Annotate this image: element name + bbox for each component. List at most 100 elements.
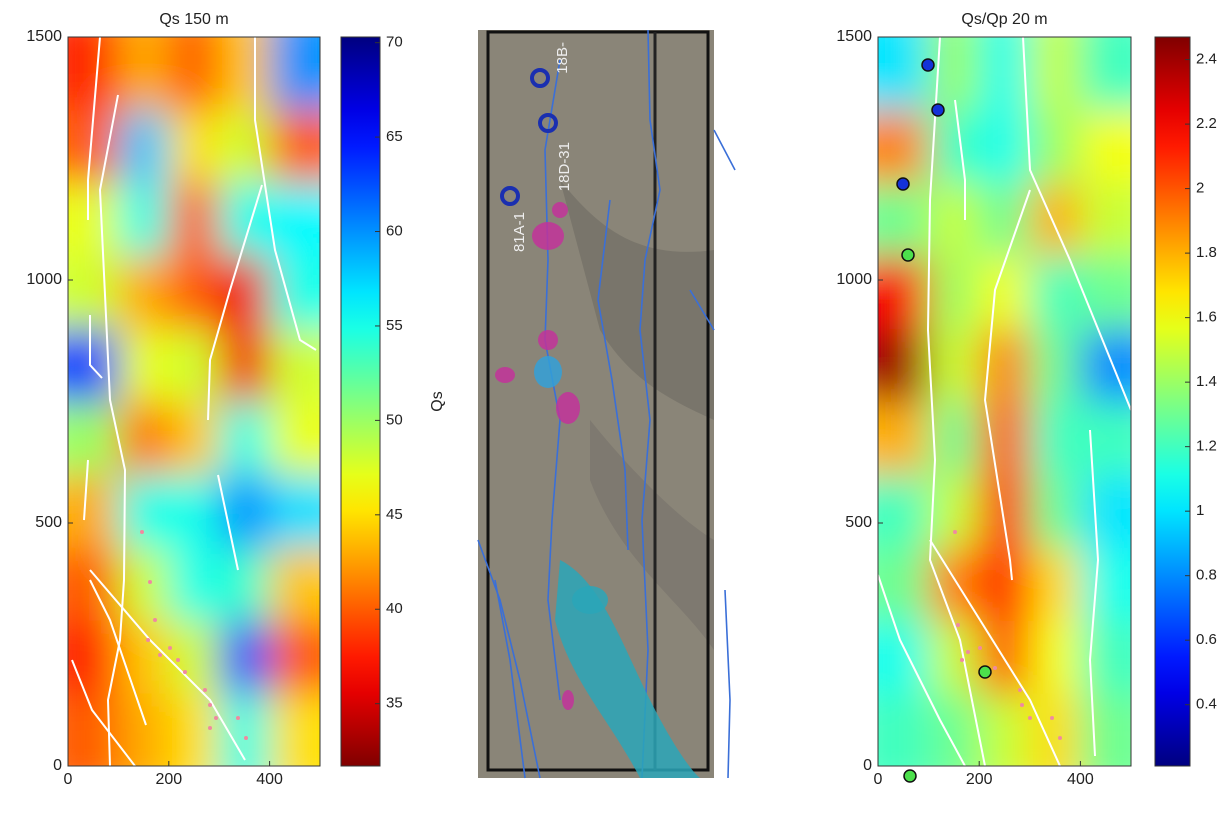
heatmap-cell: [270, 110, 351, 183]
heatmap-cell: [169, 547, 220, 620]
heatmap-cell: [848, 474, 929, 547]
heatmap-cell: [219, 474, 270, 547]
heatmap-cell: [979, 474, 1030, 547]
heatmap-cell: [1080, 547, 1161, 620]
heatmap-cell: [848, 110, 929, 183]
heatmap-cell: [38, 402, 119, 475]
heatmap-cell: [848, 547, 929, 620]
heatmap-cell: [270, 620, 351, 693]
colorbar-tick-label: 1.6: [1196, 309, 1217, 326]
colorbar-tick-label: 45: [386, 506, 403, 523]
colorbar-label: Qs: [429, 391, 446, 411]
heatmap-cell: [219, 547, 270, 620]
heatmap-cell: [270, 402, 351, 475]
colorbar-tick-label: 0.8: [1196, 567, 1217, 584]
y-tick-label: 500: [845, 514, 872, 531]
heatmap-cell: [169, 402, 220, 475]
heatmap-cell: [848, 620, 929, 693]
y-tick-label: 0: [53, 757, 62, 774]
heatmap-cell: [1030, 329, 1081, 402]
colorbar-tick-label: 2: [1196, 180, 1204, 197]
heatmap-cell: [270, 7, 351, 110]
x-tick-label: 200: [155, 771, 182, 788]
heatmap-cell: [929, 402, 980, 475]
colorbar-tick-label: 1.2: [1196, 438, 1217, 455]
heatmap-cell: [38, 474, 119, 547]
heatmap-cell: [118, 256, 169, 329]
colorbar-tick-label: 65: [386, 128, 403, 145]
heatmap-cell: [848, 183, 929, 256]
colorbar-tick-label: 50: [386, 411, 403, 428]
heatmap-cell: [1030, 183, 1081, 256]
heatmap-cell: [979, 329, 1030, 402]
y-tick-label: 1000: [26, 271, 62, 288]
y-tick-label: 0: [863, 757, 872, 774]
x-tick-label: 0: [64, 771, 73, 788]
heatmap-cell: [169, 620, 220, 693]
heatmap-cell: [848, 693, 929, 796]
heatmap-cell: [1080, 7, 1161, 110]
colorbar-tick-label: 60: [386, 222, 403, 239]
colorbar-tick-label: 1.4: [1196, 373, 1217, 390]
x-tick-label: 400: [256, 771, 283, 788]
heatmap-cell: [979, 256, 1030, 329]
colorbar-tick-label: 70: [386, 34, 403, 51]
heatmap-cell: [219, 329, 270, 402]
y-tick-label: 1500: [836, 28, 872, 45]
heatmap-cell: [929, 620, 980, 693]
x-tick-label: 200: [966, 771, 993, 788]
heatmap-cell: [270, 183, 351, 256]
colorbar-tick-label: 55: [386, 317, 403, 334]
heatmap-cell: [118, 402, 169, 475]
heatmap-cell: [1080, 110, 1161, 183]
heatmap-cell: [219, 620, 270, 693]
colorbar-tick-label: 1: [1196, 502, 1204, 519]
heatmap-cell: [38, 693, 119, 796]
heatmap-cell: [929, 474, 980, 547]
x-tick-label: 400: [1067, 771, 1094, 788]
heatmap-cell: [219, 256, 270, 329]
heatmap-cell: [38, 547, 119, 620]
heatmap-cell: [118, 620, 169, 693]
heatmap-cell: [848, 256, 929, 329]
heatmap-cell: [169, 256, 220, 329]
heatmap-cell: [270, 256, 351, 329]
y-tick-label: 1500: [26, 28, 62, 45]
chart-title: Qs/Qp 20 m: [961, 11, 1047, 28]
x-tick-label: 0: [874, 771, 883, 788]
colorbar-tick-label: 2.4: [1196, 51, 1217, 68]
heatmap-cell: [929, 547, 980, 620]
heatmap-cell: [169, 110, 220, 183]
well-label: 18D-31: [556, 142, 573, 191]
heatmap-cell: [169, 183, 220, 256]
satellite-image: 18B- 18D-31 81A-1: [478, 30, 735, 778]
heatmap-cell: [169, 474, 220, 547]
colorbar-tick-label: 35: [386, 695, 403, 712]
heatmap-cell: [38, 7, 119, 110]
colorbar: [341, 37, 380, 766]
heatmap-cell: [38, 110, 119, 183]
heatmap-cell: [1030, 620, 1081, 693]
heatmap-cell: [929, 183, 980, 256]
heatmap-cell: [1030, 474, 1081, 547]
heatmap-cell: [848, 7, 929, 110]
colorbar-tick-label: 2.2: [1196, 115, 1217, 132]
heatmap-cell: [118, 183, 169, 256]
heatmap-cell: [979, 183, 1030, 256]
heatmap-cell: [929, 329, 980, 402]
heatmap-cell: [1080, 183, 1161, 256]
heatmap-cells: [848, 7, 1162, 797]
heatmap-cell: [270, 547, 351, 620]
heatmap-cell: [929, 256, 980, 329]
heatmap-cell: [979, 110, 1030, 183]
heatmap-cell: [848, 329, 929, 402]
heatmap-cell: [929, 110, 980, 183]
heatmap-cell: [270, 474, 351, 547]
colorbar-tick-label: 0.4: [1196, 696, 1217, 713]
heatmap-cell: [979, 547, 1030, 620]
y-tick-label: 500: [35, 514, 62, 531]
well-label: 18B-: [554, 42, 571, 74]
colorbar-tick-label: 40: [386, 600, 403, 617]
colorbar-tick-label: 1.8: [1196, 244, 1217, 261]
heatmap-cell: [1030, 110, 1081, 183]
